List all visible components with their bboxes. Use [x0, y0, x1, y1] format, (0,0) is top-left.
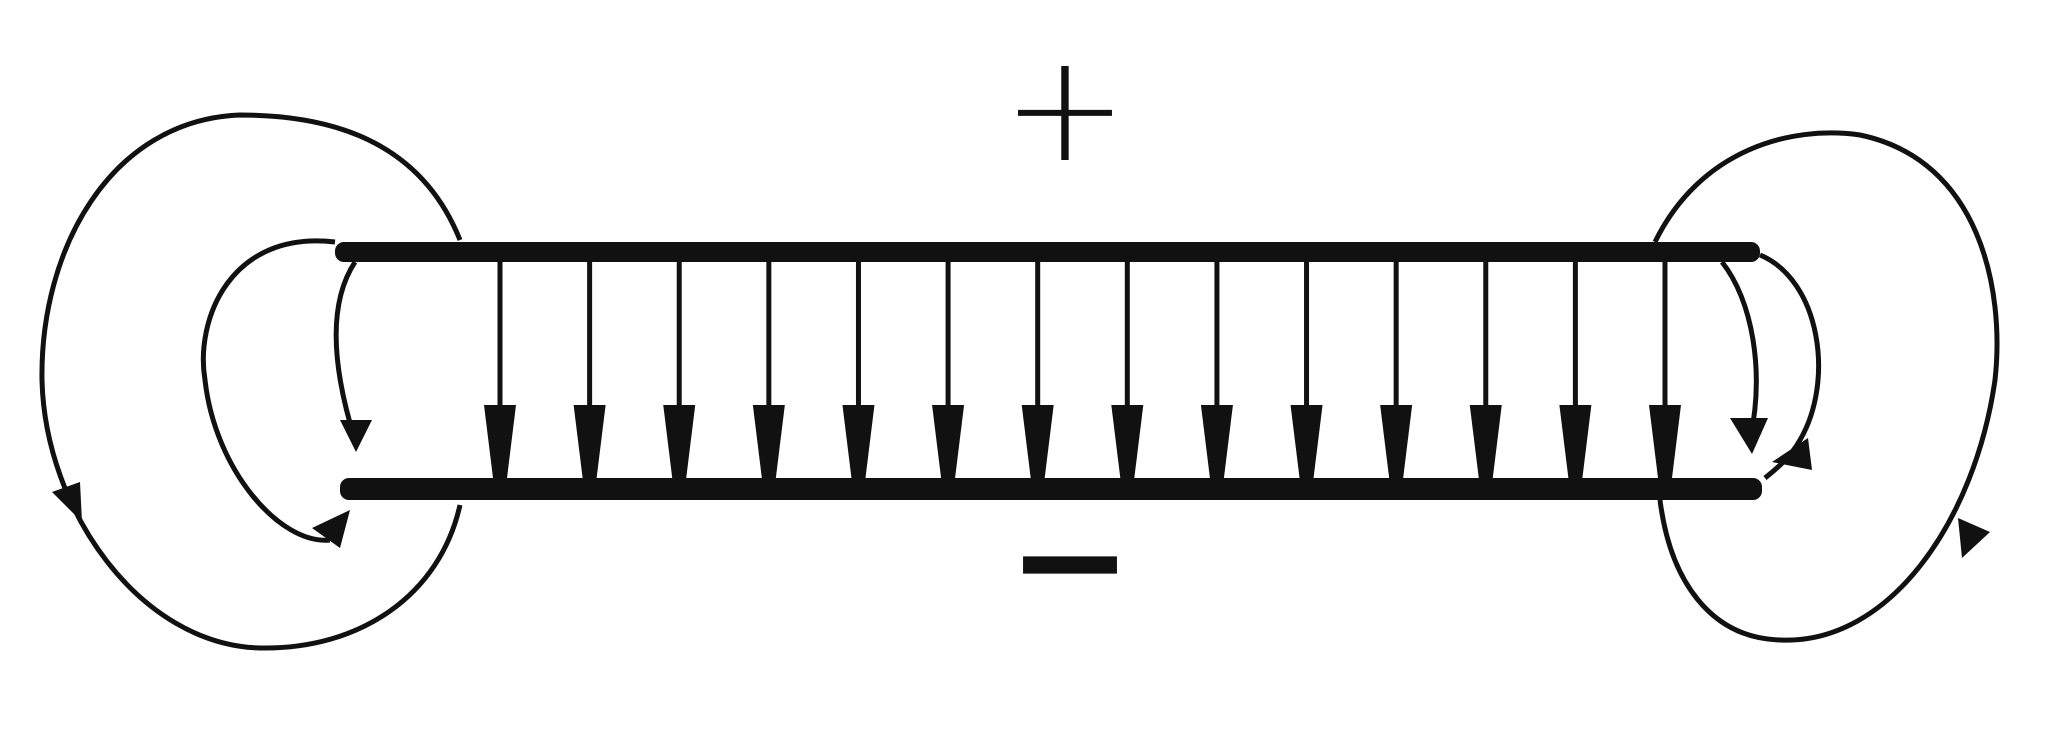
field-line-arrowhead [932, 405, 965, 478]
plus-sign: + [1002, 22, 1128, 196]
left-middle-arrowhead [312, 510, 350, 548]
left-middle-fringe-line [200, 238, 336, 543]
field-line-arrowhead [1200, 405, 1233, 478]
right-inner-fringe-line [1720, 260, 1759, 441]
field-line-arrowhead [573, 405, 606, 478]
positive-plate [335, 242, 1760, 262]
left-outer-fringe-line [39, 112, 463, 651]
field-line-arrowhead [1469, 405, 1502, 478]
left-fringe-field [39, 112, 463, 651]
minus-sign: − [1007, 474, 1133, 648]
negative-plate [340, 478, 1762, 500]
field-line-arrowhead [663, 405, 696, 478]
field-line-arrowhead [1111, 405, 1144, 478]
left-inner-fringe-line [333, 260, 358, 441]
right-inner-arrowhead [1730, 418, 1768, 454]
right-outer-fringe-line [1652, 130, 2000, 643]
right-outer-arrowhead [1958, 518, 1990, 558]
field-line-arrowhead [1649, 405, 1681, 478]
field-line-arrowhead [1380, 405, 1413, 478]
field-line-arrowhead [1290, 405, 1323, 478]
field-line-arrowhead [752, 405, 785, 478]
field-lines-group [484, 262, 1681, 478]
field-line-arrowhead [1559, 405, 1592, 478]
field-line-arrowhead [484, 405, 516, 478]
right-middle-fringe-line [1759, 252, 1822, 480]
left-outer-arrowhead [52, 482, 82, 522]
right-middle-arrowhead [1772, 438, 1812, 470]
left-inner-arrowhead [340, 420, 372, 452]
right-fringe-field [1652, 130, 2000, 643]
field-line-arrowhead [842, 405, 875, 478]
field-line-arrowhead [1021, 405, 1054, 478]
